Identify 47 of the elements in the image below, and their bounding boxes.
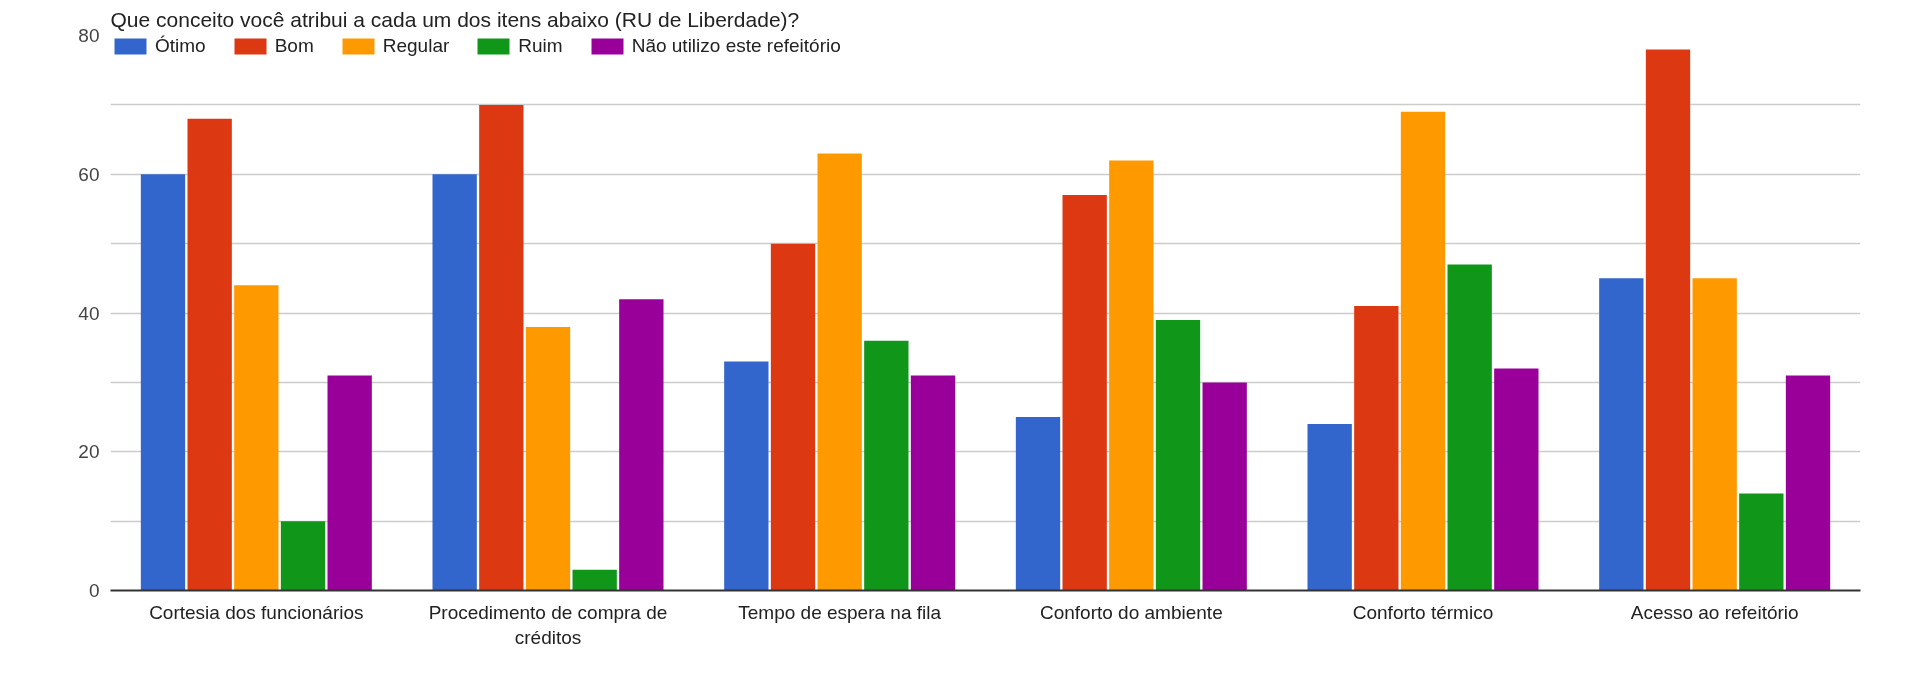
bar — [327, 375, 372, 591]
bar — [187, 118, 232, 591]
bar — [1307, 424, 1352, 591]
x-tick-label: Acesso ao refeitório — [1630, 601, 1799, 623]
chart-title: Que conceito você atribui a cada um dos itens abaixo (RU de Liberdade)? — [110, 7, 800, 31]
bar — [234, 285, 279, 591]
legend-label: Ótimo — [155, 35, 206, 57]
bar — [479, 104, 524, 591]
legend-label: Não utilizo este refeitório — [631, 35, 841, 57]
bar — [910, 375, 956, 591]
y-tick-label: 80 — [78, 25, 100, 46]
bar — [1692, 278, 1737, 591]
bar — [1202, 382, 1247, 591]
y-tick-label: 0 — [88, 580, 100, 601]
bar — [1447, 264, 1492, 591]
bar — [280, 521, 326, 591]
legend-label: Regular — [382, 35, 450, 57]
x-tick-label: Cortesia dos funcionários — [149, 601, 364, 623]
bar — [1109, 160, 1154, 591]
bar — [770, 243, 816, 591]
x-tick-label: Conforto térmico — [1352, 601, 1494, 623]
bar — [864, 340, 909, 591]
bar — [1400, 111, 1446, 591]
x-tick-label: Conforto do ambiente — [1039, 601, 1223, 623]
legend-label: Bom — [274, 35, 314, 57]
bar — [619, 299, 664, 591]
bar — [1645, 49, 1691, 591]
x-tick-label: Tempo de espera na fila — [738, 601, 942, 623]
bar — [140, 174, 186, 591]
legend-label: Ruim — [518, 35, 563, 57]
bar — [817, 153, 862, 591]
bar — [1062, 195, 1107, 591]
y-tick-label: 60 — [78, 163, 100, 185]
bar — [525, 326, 571, 591]
bar — [432, 174, 477, 591]
bar — [724, 361, 769, 591]
x-tick-label: Procedimento de compra de créditos — [428, 601, 668, 648]
bar — [1494, 368, 1539, 591]
y-tick-label: 20 — [78, 441, 100, 463]
bar — [1599, 278, 1644, 591]
bar — [1155, 319, 1201, 591]
y-tick-label: 40 — [78, 302, 100, 324]
bar — [572, 569, 617, 591]
bar — [1015, 417, 1061, 591]
bar — [1739, 493, 1784, 591]
bar — [1785, 375, 1831, 591]
bar — [1354, 306, 1399, 591]
